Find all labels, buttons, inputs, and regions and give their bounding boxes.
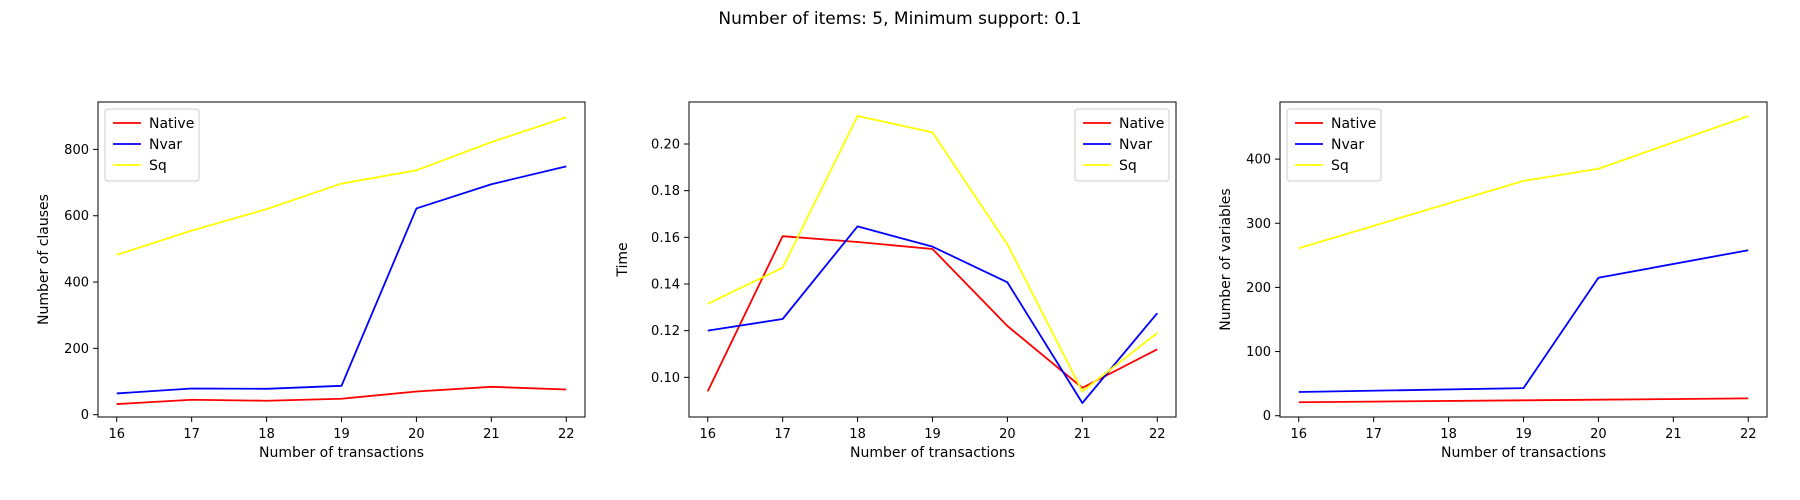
y-tick-label: 800 — [64, 143, 89, 158]
series-line-nvar — [707, 225, 1158, 404]
y-axis-label: Time — [615, 242, 631, 277]
x-tick-label: 22 — [1740, 427, 1757, 442]
x-tick-label: 21 — [1074, 427, 1091, 442]
x-tick-label: 20 — [1590, 427, 1607, 442]
series-line-nvar — [116, 165, 567, 395]
x-axis-label: Number of transactions — [1441, 445, 1606, 461]
x-tick-label: 20 — [999, 427, 1016, 442]
y-tick-label: 0 — [81, 408, 89, 423]
x-axis-label: Number of transactions — [259, 445, 424, 461]
x-tick-label: 21 — [483, 427, 500, 442]
y-tick-label: 400 — [64, 276, 89, 291]
y-tick-label: 0.16 — [651, 231, 680, 246]
y-tick-label: 0.10 — [651, 371, 680, 386]
legend-box — [1074, 108, 1170, 182]
legend: Native Nvar Sq — [1286, 108, 1382, 182]
legend-box — [104, 108, 200, 182]
legend-label-sq: Sq — [1331, 158, 1349, 174]
legend-box — [1286, 108, 1382, 182]
y-tick-label: 0.12 — [651, 324, 680, 339]
legend: Native Nvar Sq — [104, 108, 200, 182]
y-tick-label: 0 — [1263, 409, 1271, 424]
y-tick-label: 200 — [64, 342, 89, 357]
x-tick-label: 20 — [408, 427, 425, 442]
legend-label-sq: Sq — [149, 158, 167, 174]
legend-label-native: Native — [1119, 116, 1164, 132]
legend-label-native: Native — [1331, 116, 1376, 132]
x-tick-label: 17 — [774, 427, 791, 442]
x-tick-label: 21 — [1665, 427, 1682, 442]
x-tick-label: 18 — [258, 427, 275, 442]
x-tick-label: 16 — [108, 427, 125, 442]
x-tick-label: 16 — [1290, 427, 1307, 442]
y-axis-label: Number of variables — [1218, 188, 1234, 330]
y-tick-label: 0.20 — [651, 138, 680, 153]
y-tick-label: 600 — [64, 209, 89, 224]
x-tick-label: 18 — [849, 427, 866, 442]
x-tick-label: 19 — [924, 427, 941, 442]
x-axis-label: Number of transactions — [850, 445, 1015, 461]
x-tick-label: 22 — [558, 427, 575, 442]
x-tick-label: 17 — [183, 427, 200, 442]
y-tick-label: 100 — [1246, 345, 1271, 360]
x-tick-label: 19 — [1515, 427, 1532, 442]
legend-label-nvar: Nvar — [1331, 137, 1364, 153]
series-line-sq — [707, 115, 1158, 393]
x-tick-label: 19 — [333, 427, 350, 442]
x-tick-label: 16 — [699, 427, 716, 442]
series-line-nvar — [1298, 249, 1749, 393]
figure-suptitle: Number of items: 5, Minimum support: 0.1 — [718, 9, 1081, 29]
y-tick-label: 200 — [1246, 281, 1271, 296]
y-tick-label: 300 — [1246, 217, 1271, 232]
x-tick-label: 18 — [1440, 427, 1457, 442]
series-line-sq — [116, 116, 567, 256]
series-line-sq — [1298, 115, 1749, 250]
x-tick-label: 17 — [1365, 427, 1382, 442]
series-line-native — [706, 235, 1158, 392]
legend-label-sq: Sq — [1119, 158, 1137, 174]
legend-label-nvar: Nvar — [1119, 137, 1152, 153]
chart-panel-variables: 16 17 18 19 20 21 22 0 100 200 300 400 Number of tra… — [1218, 101, 1768, 461]
legend: Native Nvar Sq — [1074, 108, 1170, 182]
y-tick-label: 400 — [1246, 153, 1271, 168]
chart-panel-clauses: 16 17 18 19 20 21 22 0 200 400 600 800 Number of tra… — [36, 101, 586, 461]
y-tick-label: 0.18 — [651, 184, 680, 199]
y-axis-label: Number of clauses — [36, 194, 52, 325]
legend-label-native: Native — [149, 116, 194, 132]
x-tick-label: 22 — [1149, 427, 1166, 442]
legend-label-nvar: Nvar — [149, 137, 182, 153]
chart-panel-time: 16 17 18 19 20 21 22 0.10 0.12 0.14 0.16 0.18 0.20 Nu… — [615, 101, 1177, 461]
series-line-native — [116, 385, 567, 405]
series-line-native — [1298, 397, 1749, 404]
y-tick-label: 0.14 — [651, 278, 680, 293]
